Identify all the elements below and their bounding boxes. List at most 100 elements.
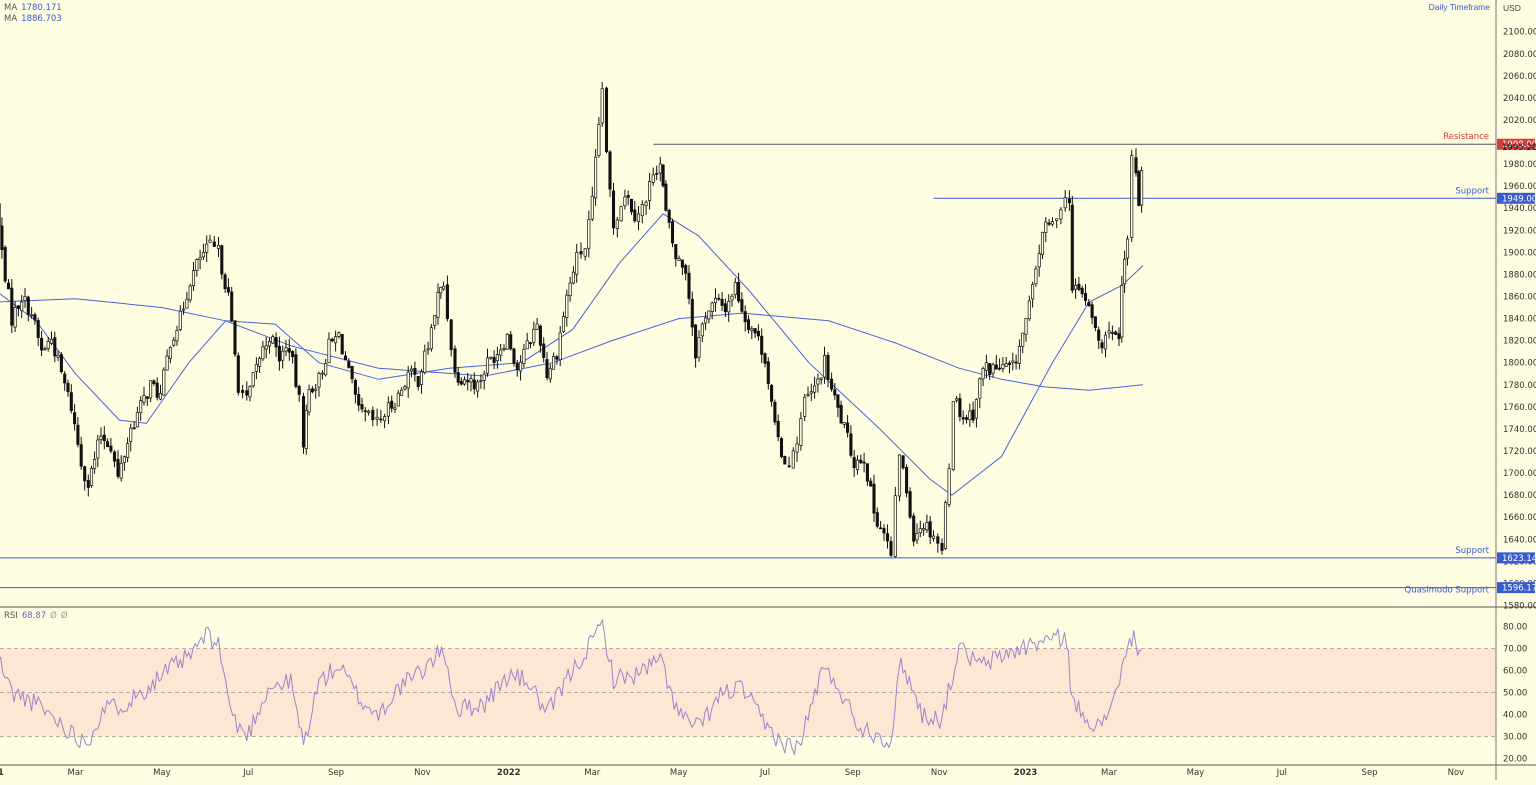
candle-body (241, 390, 243, 392)
candle-body (780, 438, 782, 456)
candle-body (1008, 363, 1010, 365)
candle-body (1115, 332, 1117, 335)
candle-body (457, 373, 459, 383)
candle-body (490, 357, 492, 358)
candle-body (559, 333, 561, 360)
candle-body (440, 287, 442, 292)
rsi-axis-tick-label: 40.00 (1503, 711, 1527, 721)
candle-body (146, 397, 148, 399)
price-tag-label: 1596.172 (1502, 584, 1536, 594)
candle-body (969, 411, 971, 420)
candle-body (380, 419, 382, 420)
candle-body (843, 423, 845, 425)
candle-body (47, 341, 49, 348)
price-axis-tick-label: 1680.000 (1503, 491, 1536, 501)
candle-body (704, 318, 706, 323)
candle-body (424, 351, 426, 372)
candle-body (80, 445, 82, 467)
candle-body (708, 311, 710, 319)
candle-body (890, 541, 892, 555)
candle-body (764, 354, 766, 364)
candle-body (77, 425, 79, 444)
candle-body (1051, 222, 1053, 225)
candle-body (136, 413, 138, 427)
candle-body (354, 380, 356, 394)
candle-body (747, 320, 749, 330)
candle-body (1064, 198, 1066, 208)
price-axis-tick-label: 1900.000 (1503, 248, 1536, 258)
candle-body (179, 311, 181, 329)
time-axis-tick-label: Mar (584, 768, 601, 778)
candle-body (955, 399, 957, 401)
candle-body (529, 343, 531, 344)
candle-body (57, 355, 59, 357)
rsi-legend-extra2: Ø (61, 611, 68, 621)
candle-body (202, 252, 204, 257)
candle-body (594, 157, 596, 198)
candle-body (1138, 172, 1140, 206)
candle-body (1, 226, 3, 250)
candle-body (113, 452, 115, 461)
level-label: Resistance (1443, 132, 1489, 142)
candle-body (876, 513, 878, 527)
candle-body (734, 282, 736, 294)
candle-body (665, 184, 667, 210)
candle-body (427, 349, 429, 350)
candle-body (572, 272, 574, 283)
price-axis-tick-label: 1920.000 (1503, 226, 1536, 236)
time-axis-tick-label: 2021 (0, 768, 4, 778)
candle-body (206, 244, 208, 252)
candle-body (823, 356, 825, 378)
candle-body (941, 543, 943, 550)
candle-body (856, 460, 858, 470)
ma2-legend-label: MA (4, 14, 17, 24)
candle-body (483, 374, 485, 380)
candle-body (1048, 223, 1050, 224)
level-label: Quasimodo Support (1405, 586, 1490, 596)
candle-body (305, 410, 307, 448)
candle-body (962, 418, 964, 420)
candle-body (919, 529, 921, 533)
ma1-legend-value: 1780.171 (21, 3, 62, 13)
candle-body (817, 379, 819, 384)
price-axis-tick-label: 2100.000 (1503, 28, 1536, 38)
candle-body (1101, 343, 1103, 348)
candle-body (552, 357, 554, 370)
candle-body (800, 419, 802, 446)
candle-body (176, 330, 178, 341)
candle-body (959, 399, 961, 417)
candle-body (718, 298, 720, 299)
candle-body (714, 298, 716, 303)
candle-body (979, 379, 981, 398)
candle-body (995, 365, 997, 369)
time-axis-tick-label: Nov (1448, 768, 1465, 778)
candle-body (44, 349, 46, 350)
candle-body (106, 442, 108, 447)
candle-body (662, 165, 664, 186)
candle-body (246, 391, 248, 395)
price-axis-tick-label: 1840.000 (1503, 315, 1536, 325)
candle-body (454, 349, 456, 373)
candle-body (302, 396, 304, 447)
candle-body (741, 300, 743, 312)
price-axis-tick-label: 1640.000 (1503, 535, 1536, 545)
candle-body (117, 459, 119, 476)
candle-body (437, 292, 439, 317)
candle-body (234, 321, 236, 354)
candle-body (989, 364, 991, 375)
candle-body (84, 467, 86, 481)
candle-body (886, 534, 888, 541)
candle-body (30, 315, 32, 316)
candle-body (1094, 317, 1096, 328)
price-axis-tick-label: 1660.000 (1503, 513, 1536, 523)
candle-body (1108, 331, 1110, 333)
candle-body (493, 358, 495, 363)
candle-body (681, 260, 683, 267)
price-axis-tick-label: 2040.000 (1503, 94, 1536, 104)
candle-body (751, 329, 753, 331)
